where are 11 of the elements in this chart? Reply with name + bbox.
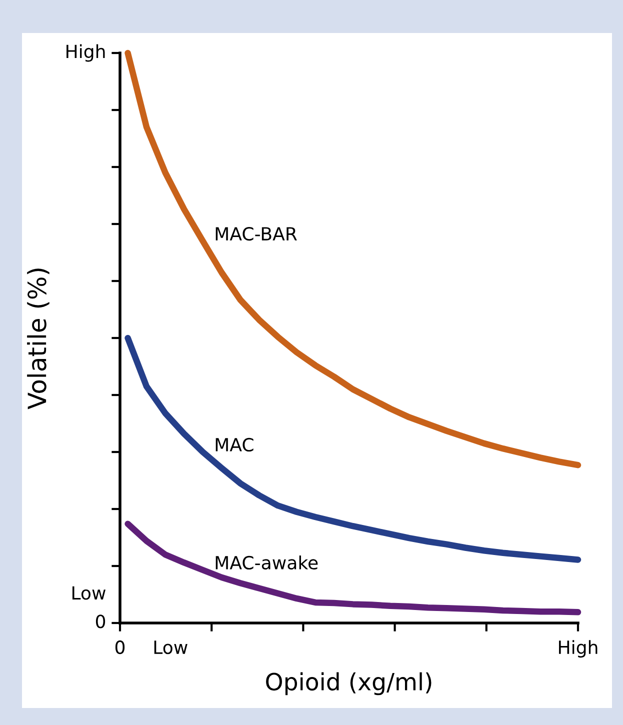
text: 0 (96, 614, 106, 628)
series-label: MAC-BAR (216, 226, 297, 241)
y-axis-title: Volatile (%) (27, 268, 50, 410)
text: High (66, 44, 105, 62)
x-axis-title: Opioid (xg/ml) (266, 672, 432, 696)
text: 0 (115, 640, 125, 654)
text: Low (154, 640, 188, 654)
series-label: MAC (216, 438, 254, 452)
text: High (559, 640, 598, 658)
text: Low (72, 586, 106, 600)
series-label: MAC-awake (216, 556, 318, 570)
